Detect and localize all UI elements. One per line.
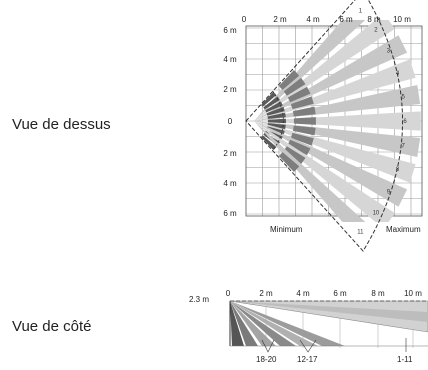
top-view-label: Vue de dessus (12, 116, 111, 133)
side-x-tick-0: 0 (226, 289, 231, 298)
beam-callouts (261, 338, 407, 353)
creep-segment (267, 112, 286, 119)
creep-segment (267, 118, 286, 124)
detection-beam (254, 20, 395, 121)
short-range-segment (278, 69, 300, 90)
beam-group-12-17: 12-17 (297, 355, 318, 364)
side-x-tick-8: 8 m (371, 289, 385, 298)
top-view: 0 2 m 4 m 6 m 8 m 10 m 6 m 4 m 2 m 0 2 m… (223, 0, 423, 252)
short-range-segment (292, 125, 316, 136)
creep-zone-beam (230, 301, 244, 346)
short-beam-1 (230, 301, 296, 346)
mount-height-label: 2.3 m (189, 295, 209, 304)
top-y-tick-4-top: 4 m (223, 55, 237, 64)
long-range-beam-core (230, 301, 428, 322)
creep-segment (267, 123, 286, 130)
zone-number: 11 (357, 229, 364, 235)
top-x-tick-2: 2 m (273, 15, 287, 24)
creep-segment (261, 91, 277, 107)
short-range-segment (290, 96, 314, 110)
top-y-tick-2-top: 2 m (223, 85, 237, 94)
top-y-tick-2-bottom: 2 m (223, 149, 237, 158)
short-beam-3 (230, 301, 258, 346)
side-view: 0 2 m 4 m 6 m 8 m 10 m 2.3 m (189, 289, 428, 364)
top-y-tick-6-bottom: 6 m (223, 209, 237, 218)
side-x-tick-2: 2 m (259, 289, 273, 298)
zone-number: 7 (401, 143, 405, 149)
zone-number: 3 (387, 48, 391, 54)
detection-beam (254, 121, 366, 222)
zone-number: 4 (396, 71, 400, 77)
top-x-tick-6: 6 m (339, 15, 353, 24)
side-x-tick-6: 6 m (333, 289, 347, 298)
top-y-tick-6-top: 6 m (223, 26, 237, 35)
top-y-axis: 6 m 4 m 2 m 0 2 m 4 m 6 m (223, 26, 237, 218)
short-range-segment (283, 77, 306, 96)
zone-numbers: 1 2 3 4 5 6 7 8 9 10 11 (357, 9, 407, 236)
zone-number: 8 (396, 167, 400, 173)
short-range-segment (287, 139, 311, 156)
detection-beam (254, 20, 366, 121)
top-x-tick-0: 0 (242, 15, 247, 24)
detection-beam (254, 121, 395, 222)
zone-number: 9 (387, 190, 391, 196)
top-x-tick-4: 4 m (306, 15, 320, 24)
zone-number: 10 (373, 211, 380, 217)
short-range-segment (287, 86, 311, 103)
top-x-tick-10: 10 m (393, 15, 411, 24)
detection-beam (254, 111, 421, 131)
short-range-segment (283, 146, 306, 165)
detection-beams (254, 20, 421, 222)
top-y-tick-0: 0 (228, 117, 233, 126)
short-range-segment (293, 117, 316, 125)
creep-segment (261, 135, 277, 151)
minimum-range-outline (272, 91, 284, 151)
coverage-outline (245, 0, 404, 252)
beam-group-1-11: 1-11 (397, 355, 413, 364)
top-x-axis: 0 2 m 4 m 6 m 8 m 10 m (242, 15, 411, 24)
side-view-label: Vue de côté (12, 318, 92, 335)
top-x-tick-8: 8 m (367, 15, 381, 24)
short-range-segment (290, 132, 314, 146)
side-x-tick-10: 10 m (404, 289, 422, 298)
short-beam-2 (230, 301, 276, 346)
short-range-segment (292, 106, 316, 117)
creep-segment (266, 106, 285, 116)
side-x-axis: 0 2 m 4 m 6 m 8 m 10 m (226, 289, 422, 298)
beam-group-18-20: 18-20 (256, 355, 277, 364)
mid-beam-1 (230, 301, 345, 346)
short-range-segment (278, 152, 300, 173)
zone-number: 2 (374, 27, 378, 33)
mid-beam-2 (230, 301, 318, 346)
zone-number: 6 (403, 119, 407, 125)
creep-segment (263, 96, 281, 110)
maximum-range-label: Maximum (386, 225, 421, 234)
zone-number: 5 (401, 95, 405, 101)
minimum-range-label: Minimum (270, 225, 303, 234)
top-y-tick-4-bottom: 4 m (223, 179, 237, 188)
zone-number: 1 (359, 9, 363, 15)
creep-segment (265, 101, 283, 113)
side-x-tick-4: 4 m (296, 289, 310, 298)
